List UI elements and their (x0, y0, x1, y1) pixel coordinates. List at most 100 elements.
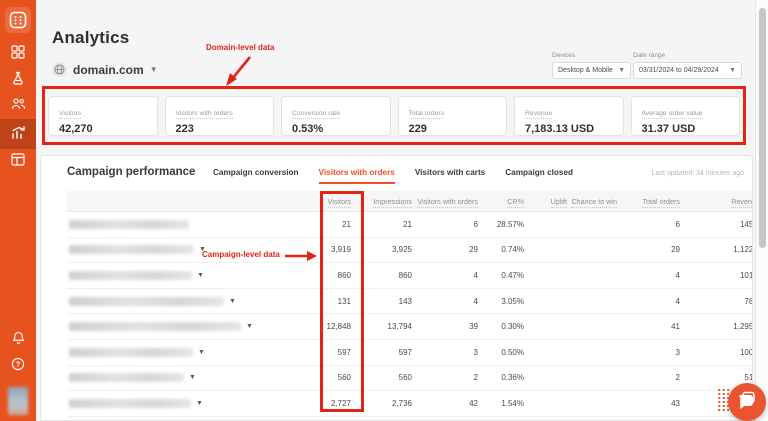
date-range-select[interactable]: 03/31/2024 to 04/29/2024 ▼ (633, 62, 742, 79)
table-row[interactable]: ▼ 3,919 3,925 29 0.74% 29 1,122.3 (67, 238, 752, 264)
cell-impressions: 597 (398, 347, 412, 357)
cell-total-orders: 3 (675, 347, 680, 357)
sidebar-item-tables[interactable] (0, 149, 36, 175)
col-header-impressions[interactable]: Impressions (373, 196, 412, 208)
cell-visitors: 2,727 (330, 398, 351, 408)
cell-cr: 0.74% (501, 245, 524, 255)
notifications-bell-icon (12, 331, 25, 350)
campaign-table: Visitors Impressions Visitors with order… (67, 191, 753, 417)
cell-total-orders: 29 (671, 245, 680, 255)
last-updated-text: Last updated: 34 minutes ago (651, 170, 744, 177)
table-row[interactable]: ▼ 597 597 3 0.50% 3 100.7 (67, 340, 752, 366)
cell-visitors-with-orders: 42 (469, 398, 478, 408)
cell-visitors: 3,919 (330, 245, 351, 255)
cell-impressions: 560 (398, 373, 412, 383)
sidebar-item-dashboard[interactable] (0, 41, 36, 67)
col-header-uplift[interactable]: Uplift (550, 196, 567, 208)
user-avatar-blurred[interactable] (8, 387, 28, 415)
cell-visitors: 597 (337, 347, 351, 357)
cell-visitors: 21 (342, 219, 351, 229)
tab-campaign-conversion[interactable]: Campaign conversion (213, 168, 299, 177)
cell-total-orders: 4 (675, 296, 680, 306)
table-row[interactable]: 21 21 6 28.57% 6 145.2 (67, 212, 752, 238)
col-header-visitors-with-orders[interactable]: Visitors with orders (417, 196, 478, 208)
cell-cr: 0.47% (501, 270, 524, 280)
cell-cr: 0.50% (501, 347, 524, 357)
cell-visitors-with-orders: 39 (469, 322, 478, 332)
table-row[interactable]: ▼ 2,727 2,736 42 1.54% 43 1,406.5 (67, 391, 752, 417)
sidebar-item-analytics[interactable] (0, 119, 36, 149)
blurred-text (69, 219, 189, 229)
blurred-text (69, 270, 192, 280)
scrollbar-thumb[interactable] (759, 8, 766, 248)
chevron-down-icon[interactable]: ▼ (199, 246, 206, 254)
chevron-down-icon[interactable]: ▼ (196, 399, 203, 407)
cell-visitors: 12,848 (326, 322, 351, 332)
chat-bubbles-icon (737, 390, 757, 415)
col-header-revenue[interactable]: Revenue (680, 196, 752, 208)
vertical-scrollbar[interactable] (755, 0, 768, 421)
chat-widget-dots-decoration (717, 388, 729, 412)
cell-visitors-with-orders: 2 (473, 373, 478, 383)
cell-cr: 0.30% (501, 322, 524, 332)
campaign-name-blurred: ▼ (67, 296, 311, 306)
stat-card-visitors: Visitors 42,270 (48, 96, 158, 136)
experiments-flask-icon (11, 71, 25, 90)
cell-cr: 1.54% (501, 398, 524, 408)
col-header-chance-to-win[interactable]: Chance to win (571, 196, 617, 208)
devices-select[interactable]: Desktop & Mobile ▼ (552, 62, 631, 79)
page-title: Analytics (52, 28, 130, 47)
tab-campaign-closed[interactable]: Campaign closed (505, 168, 574, 177)
sidebar-item-notifications[interactable] (0, 327, 36, 353)
chevron-down-icon[interactable]: ▼ (197, 271, 204, 279)
cell-cr: 3.05% (501, 296, 524, 306)
date-range-filter: Date range 03/31/2024 to 04/29/2024 ▼ (633, 52, 742, 79)
cell-visitors-with-orders: 4 (473, 270, 478, 280)
stat-card-total-orders: Total orders 229 (397, 96, 507, 136)
cell-impressions: 143 (398, 296, 412, 306)
cell-revenue: 101.4 (739, 270, 753, 280)
col-header-cr[interactable]: CR% (507, 196, 524, 208)
chat-widget-button[interactable] (728, 383, 766, 421)
app-logo-icon[interactable] (5, 7, 31, 33)
sidebar-item-audience[interactable] (0, 93, 36, 119)
chevron-down-icon[interactable]: ▼ (198, 348, 205, 356)
sidebar-item-help[interactable]: ? (0, 353, 36, 379)
stat-card-conversion-rate: Conversion rate 0.53% (281, 96, 391, 136)
table-row[interactable]: ▼ 12,848 13,794 39 0.30% 41 1,295.4 (67, 314, 752, 340)
cell-impressions: 13,794 (387, 322, 412, 332)
cell-visitors: 131 (337, 296, 351, 306)
cell-total-orders: 41 (671, 322, 680, 332)
cell-visitors-with-orders: 3 (473, 347, 478, 357)
tab-visitors-with-carts[interactable]: Visitors with carts (414, 168, 486, 177)
domain-selector[interactable]: domain.com ▼ (52, 62, 158, 77)
col-header-visitors[interactable]: Visitors (327, 196, 351, 208)
stat-value: 229 (408, 123, 427, 135)
table-row[interactable]: ▼ 131 143 4 3.05% 4 78.1 (67, 289, 752, 315)
chevron-down-icon[interactable]: ▼ (229, 297, 236, 305)
blurred-text (69, 398, 191, 408)
cell-visitors: 560 (337, 373, 351, 383)
campaign-name-blurred: ▼ (67, 245, 311, 255)
col-header-total-orders[interactable]: Total orders (642, 196, 680, 208)
sidebar: ? (0, 0, 36, 421)
stat-label: Conversion rate (292, 110, 340, 119)
stat-label: Visitors with orders (175, 110, 233, 119)
globe-icon (52, 62, 67, 77)
sidebar-item-experiments[interactable] (0, 67, 36, 93)
section-title: Campaign performance (67, 166, 196, 178)
chevron-down-icon[interactable]: ▼ (246, 323, 253, 331)
table-row[interactable]: ▼ 560 560 2 0.36% 2 51.2 (67, 366, 752, 392)
tab-visitors-with-orders[interactable]: Visitors with orders (318, 168, 395, 184)
chevron-down-icon: ▼ (149, 65, 158, 74)
help-icon: ? (11, 357, 25, 376)
campaign-tabs: Campaign conversion Visitors with orders… (213, 168, 573, 184)
stat-card-revenue: Revenue 7,183.13 USD (514, 96, 624, 136)
stat-value: 31.37 USD (641, 123, 696, 135)
table-row[interactable]: ▼ 860 860 4 0.47% 4 101.4 (67, 263, 753, 289)
cell-impressions: 3,925 (391, 245, 412, 255)
annotation-domain-level-label: Domain-level data (206, 43, 275, 52)
chevron-down-icon[interactable]: ▼ (189, 374, 196, 382)
campaign-name-blurred: ▼ (67, 347, 311, 357)
stat-value: 223 (175, 123, 194, 135)
